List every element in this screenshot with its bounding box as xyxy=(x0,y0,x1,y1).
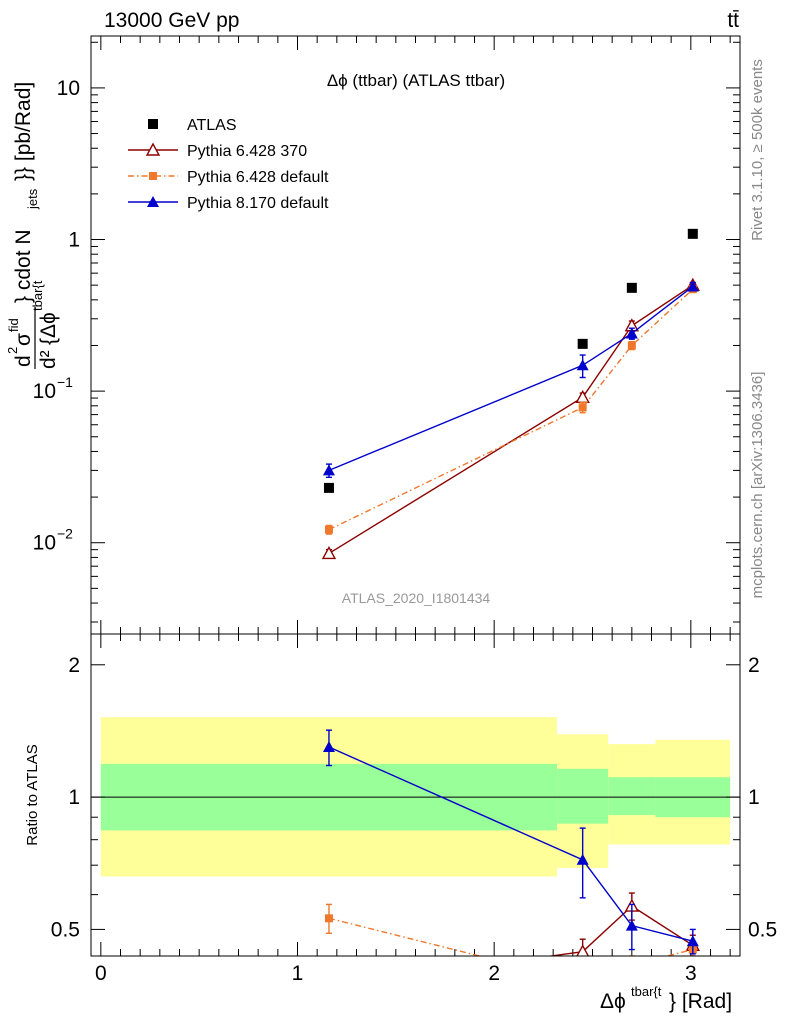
y-tick-label-exp: −1 xyxy=(57,374,73,390)
py8-point xyxy=(322,464,335,476)
x-tick-label: 0 xyxy=(95,962,107,985)
ratio-y-axis-label: Ratio to ATLAS xyxy=(24,744,41,845)
series-line xyxy=(328,284,694,555)
py8-point xyxy=(147,196,159,207)
header-energy-label: 13000 GeV pp xyxy=(104,9,239,32)
py6-370-point xyxy=(323,981,335,992)
y-tick-label: 10 xyxy=(33,380,56,403)
svg-text:{Δϕ: {Δϕ xyxy=(37,312,60,345)
series-line xyxy=(328,288,694,531)
legend-label: Pythia 8.170 default xyxy=(187,195,329,212)
py6-default-point xyxy=(578,403,587,412)
y-tick-label: 10 xyxy=(33,532,56,555)
series-line xyxy=(328,746,693,942)
py8-point xyxy=(625,919,638,931)
py6-370-point xyxy=(145,142,161,156)
plot-title: Δϕ (ttbar) (ATLAS ttbar) xyxy=(327,71,505,90)
legend-label: ATLAS xyxy=(187,117,237,134)
atlas-point xyxy=(626,282,637,293)
y-tick-label: 1 xyxy=(68,229,80,252)
ratio-y-tick-label-left: 2 xyxy=(68,654,80,677)
ratio-y-tick-label-right: 2 xyxy=(748,654,760,677)
header-process-label: tt̄ xyxy=(727,9,739,32)
ratio-plot-frame xyxy=(90,633,741,957)
svg-text:d²: d² xyxy=(37,350,60,369)
legend-label: Pythia 6.428 370 xyxy=(187,143,307,160)
py6-370-point xyxy=(321,545,337,560)
svg-text:d: d xyxy=(12,355,35,367)
ratio-y-tick-label-right: 1 xyxy=(748,786,760,809)
ratio-y-tick-label-left: 0.5 xyxy=(51,918,80,941)
ratio-y-tick-label-left: 1 xyxy=(68,786,80,809)
py6-370-point xyxy=(575,389,590,404)
svg-text:jets: jets xyxy=(25,188,40,210)
x-tick-labels: 0 1 2 3 xyxy=(95,962,697,985)
series-line xyxy=(546,905,694,956)
rivet-version-label: Rivet 3.1.10, ≥ 500k events xyxy=(749,59,766,241)
ratio-panel-ticks xyxy=(91,634,740,956)
main-y-axis-label: d 2 σ fid d² {Δϕ tbar{t } cdot N jets }}… xyxy=(5,82,60,369)
py6-default-point xyxy=(324,525,333,534)
atlas-point xyxy=(323,482,334,493)
svg-text:}} [pb/Rad]: }} [pb/Rad] xyxy=(12,82,35,181)
atlas-point xyxy=(687,228,698,239)
svg-text:} [Rad]: } [Rad] xyxy=(669,990,732,1013)
svg-text:Δϕ: Δϕ xyxy=(600,990,626,1013)
ratio-y-tick-label-right: 0.5 xyxy=(748,918,777,941)
py6-default-point xyxy=(324,914,333,923)
x-tick-label: 1 xyxy=(292,962,304,985)
svg-text:tbar{t: tbar{t xyxy=(631,984,662,999)
analysis-watermark: ATLAS_2020_I1801434 xyxy=(342,590,491,606)
py8-point xyxy=(576,853,589,865)
series-line xyxy=(328,917,693,956)
x-axis-label: Δϕ tbar{t } [Rad] xyxy=(600,984,732,1013)
py6-370-point xyxy=(576,944,590,956)
atlas-point xyxy=(148,119,158,129)
py8-point xyxy=(686,280,699,292)
y-tick-label-exp: −2 xyxy=(57,526,73,542)
svg-text:} cdot N: } cdot N xyxy=(12,229,35,303)
x-tick-label: 2 xyxy=(488,962,500,985)
x-tick-label: 3 xyxy=(685,962,697,985)
py8-point xyxy=(625,327,638,339)
svg-text:2: 2 xyxy=(5,347,20,354)
ratio-y-tick-labels: 0.5 0.5 1 1 2 2 xyxy=(51,654,777,942)
atlas-point xyxy=(577,338,588,349)
band-inner-2 xyxy=(608,777,656,816)
band-inner-1 xyxy=(557,768,609,824)
svg-text:fid: fid xyxy=(6,318,21,332)
py8-point xyxy=(686,935,699,947)
top-panel-ticks xyxy=(91,36,740,634)
py6-default-point xyxy=(628,961,636,969)
main-panel-series xyxy=(321,228,700,560)
py6-default-point xyxy=(149,172,157,180)
ratio-panel-series xyxy=(322,729,700,992)
y-tick-label: 10 xyxy=(57,77,80,100)
py6-default-point xyxy=(627,341,636,350)
series-line xyxy=(328,285,694,472)
mcplots-label: mcplots.cern.ch [arXiv:1306.3436] xyxy=(749,372,766,599)
py8-point xyxy=(576,359,589,371)
legend-label: Pythia 6.428 default xyxy=(187,169,329,186)
svg-text:σ: σ xyxy=(12,333,35,346)
svg-text:tbar{t: tbar{t xyxy=(30,280,45,311)
py6-default-point xyxy=(579,978,587,986)
legend: ATLAS Pythia 6.428 370 Pythia 6.428 defaul… xyxy=(128,117,329,212)
py8-point xyxy=(322,741,335,753)
